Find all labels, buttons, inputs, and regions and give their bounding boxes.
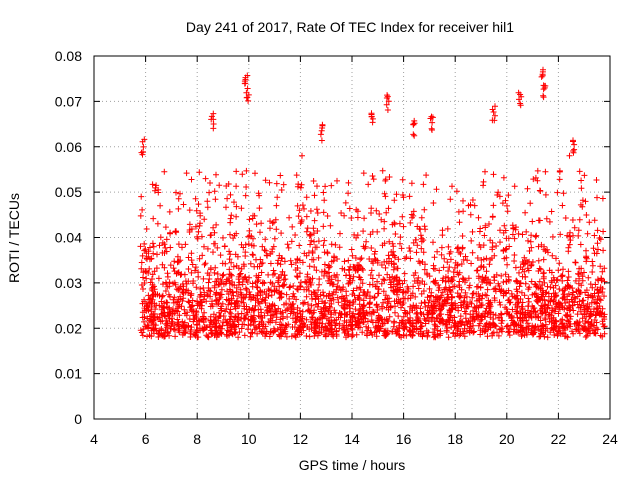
y-tick-label: 0.07 [55, 93, 82, 109]
y-tick-label: 0.05 [55, 184, 82, 200]
y-axis-label: ROTI / TECUs [6, 193, 22, 283]
y-tick-label: 0.01 [55, 366, 82, 382]
axis-ticks: 4 6 8 10 12 14 16 18 20 22 24 0 0.01 0.02 0.03 0.04 0.05… [55, 48, 618, 447]
x-tick-label: 20 [499, 431, 515, 447]
x-tick-label: 8 [193, 431, 201, 447]
chart-title: Day 241 of 2017, Rate Of TEC Index for r… [186, 19, 514, 35]
x-tick-label: 10 [241, 431, 257, 447]
x-axis-label: GPS time / hours [299, 457, 406, 473]
x-tick-label: 4 [90, 431, 98, 447]
x-tick-label: 6 [142, 431, 150, 447]
data-points [137, 66, 608, 341]
x-tick-label: 14 [344, 431, 360, 447]
x-tick-label: 18 [447, 431, 463, 447]
y-tick-label: 0.06 [55, 139, 82, 155]
x-tick-label: 24 [602, 431, 618, 447]
y-tick-label: 0.02 [55, 320, 82, 336]
x-tick-label: 16 [396, 431, 412, 447]
y-tick-label: 0 [74, 411, 82, 427]
roti-sample-markers [137, 66, 608, 341]
y-tick-label: 0.08 [55, 48, 82, 64]
y-tick-label: 0.04 [55, 230, 82, 246]
y-tick-label: 0.03 [55, 275, 82, 291]
x-tick-label: 12 [293, 431, 309, 447]
grid-lines [94, 56, 610, 419]
x-tick-label: 22 [551, 431, 567, 447]
